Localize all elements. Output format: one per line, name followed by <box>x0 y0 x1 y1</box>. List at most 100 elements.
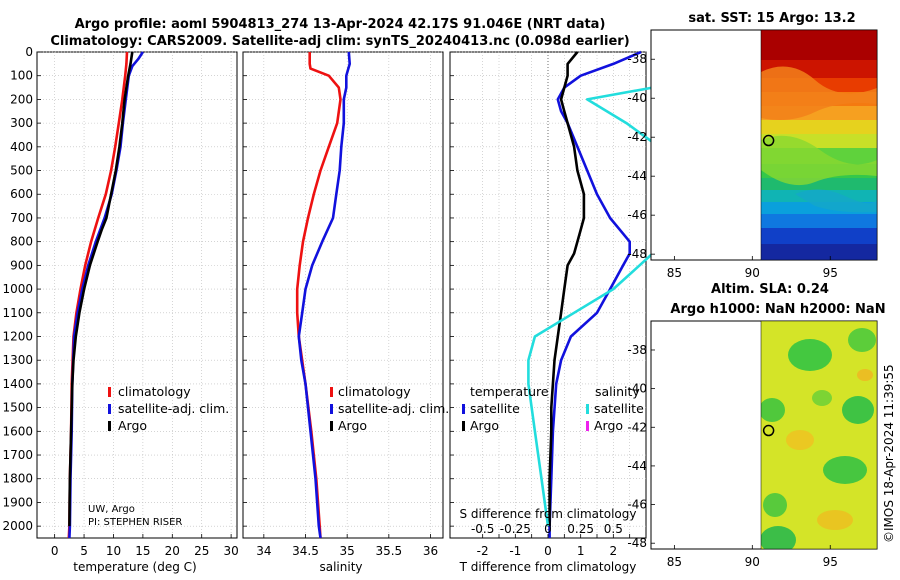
y-tick-label: 1200 <box>2 329 33 343</box>
secondary-x-tick-label: 0 <box>544 522 552 536</box>
sla-blob <box>812 390 832 406</box>
sla-map-title-line1: Altim. SLA: 0.24 <box>711 282 829 297</box>
series-temperature-argo <box>548 51 586 527</box>
y-tick-label: 500 <box>10 164 33 178</box>
map-x-tick-label: 95 <box>823 555 838 569</box>
secondary-x-tick-label: 0.25 <box>567 522 594 536</box>
sst-front <box>795 189 877 213</box>
x-tick-label: 34.5 <box>292 544 319 558</box>
legend-temperature-header: temperature <box>470 384 549 399</box>
sla-blob <box>761 526 796 549</box>
sst-map-data-border <box>760 29 878 261</box>
map-y-tick-label: -46 <box>627 208 647 222</box>
y-tick-label: 900 <box>10 258 33 272</box>
x-tick-label: 30 <box>223 544 238 558</box>
figure-title-line2: Climatology: CARS2009. Satellite-adj cli… <box>50 34 629 49</box>
sst-front <box>761 135 877 186</box>
x-tick-label: 10 <box>106 544 121 558</box>
sla-map-data-border <box>760 320 878 550</box>
y-tick-label: 800 <box>10 235 33 249</box>
credit-institution: UW, Argo <box>88 504 135 515</box>
legend-climatology: climatology <box>338 384 411 399</box>
series-temperature-satellite <box>548 50 642 538</box>
sst-band <box>761 244 877 260</box>
map-x-tick-label: 90 <box>745 266 760 280</box>
sst-front <box>761 66 877 120</box>
sla-blob <box>817 510 853 530</box>
map-x-tick-label: 85 <box>667 555 682 569</box>
y-tick-label: 1300 <box>2 353 33 367</box>
x-tick-label: 35 <box>340 544 355 558</box>
legend-sal-satellite: satellite <box>594 401 644 416</box>
legend-swatch-sal-argo <box>586 421 589 431</box>
map-x-tick-label: 95 <box>823 266 838 280</box>
sla-argo-marker <box>762 424 775 437</box>
y-tick-label: 1800 <box>2 472 33 486</box>
sla-blob <box>786 430 814 450</box>
sst-map-title: sat. SST: 15 Argo: 13.2 <box>688 11 855 26</box>
secondary-x-tick-label: 0.5 <box>604 522 623 536</box>
x-tick-label: 35.5 <box>375 544 402 558</box>
legend-swatch-argo <box>108 421 111 431</box>
x-tick-label: 1 <box>577 544 585 558</box>
sst-band <box>761 228 877 244</box>
x-tick-label: 0 <box>51 544 59 558</box>
legend-satellite: satellite-adj. clim. <box>338 401 449 416</box>
sst-map-ticks: 85 90 95 -38 -40 -42 -44 -46 -48 <box>627 52 837 280</box>
map-y-tick-label: -42 <box>627 130 647 144</box>
x-tick-label: 0 <box>544 544 552 558</box>
legend-swatch-sal-satellite <box>586 404 589 414</box>
map-y-tick-label: -42 <box>627 420 647 434</box>
y-tick-label: 200 <box>10 92 33 106</box>
legend-temp-argo: Argo <box>470 418 499 433</box>
legend-climatology: climatology <box>118 384 191 399</box>
y-tick-label: 1700 <box>2 448 33 462</box>
map-y-tick-label: -46 <box>627 498 647 512</box>
y-tick-label: 1500 <box>2 401 33 415</box>
x-tick-label: 5 <box>80 544 88 558</box>
x-tick-label: 34 <box>256 544 271 558</box>
sla-map-title-line2: Argo h1000: NaN h2000: NaN <box>670 302 885 317</box>
sla-blob <box>761 398 785 422</box>
sla-blob <box>823 456 867 484</box>
x-tick-label: 20 <box>165 544 180 558</box>
y-tick-label: 1900 <box>2 495 33 509</box>
sla-map-ticks: 85 90 95 -38 -40 -42 -44 -46 -48 <box>627 343 837 569</box>
y-tick-label: 1400 <box>2 377 33 391</box>
map-y-tick-label: -40 <box>627 91 647 105</box>
credit-pi: PI: STEPHEN RISER <box>88 517 182 528</box>
y-tick-label: 300 <box>10 116 33 130</box>
salinity-legend: climatology satellite-adj. clim. Argo <box>330 384 449 433</box>
map-y-tick-label: -38 <box>627 52 647 66</box>
temperature-panel <box>36 51 238 539</box>
map-x-tick-label: 90 <box>745 555 760 569</box>
x-tick-label: 25 <box>194 544 209 558</box>
series-layer <box>67 50 791 539</box>
x-tick-label: 2 <box>610 544 618 558</box>
x-tick-label: 15 <box>135 544 150 558</box>
temperature-xlabel: temperature (deg C) <box>73 560 196 574</box>
y-tick-label: 1600 <box>2 424 33 438</box>
legend-swatch-satellite <box>108 404 111 414</box>
y-tick-label: 600 <box>10 187 33 201</box>
sla-blob <box>842 396 874 424</box>
temperature-legend: climatology satellite-adj. clim. Argo <box>108 384 229 433</box>
legend-swatch-temp-argo <box>462 421 465 431</box>
sst-argo-marker <box>762 134 775 147</box>
sla-map-field <box>761 321 877 549</box>
sst-map-field <box>761 30 877 260</box>
legend-satellite: satellite-adj. clim. <box>118 401 229 416</box>
legend-argo: Argo <box>118 418 147 433</box>
x-tick-label: -2 <box>477 544 489 558</box>
legend-swatch-climatology <box>108 387 111 397</box>
sst-band <box>761 120 877 134</box>
sla-blob <box>857 369 873 381</box>
map-y-tick-label: -38 <box>627 343 647 357</box>
legend-swatch-temp-satellite <box>462 404 465 414</box>
legend-sal-argo: Argo <box>594 418 623 433</box>
legend-swatch-argo <box>330 421 333 431</box>
sla-blob <box>788 339 832 371</box>
sst-band <box>761 214 877 228</box>
map-y-tick-label: -40 <box>627 382 647 396</box>
